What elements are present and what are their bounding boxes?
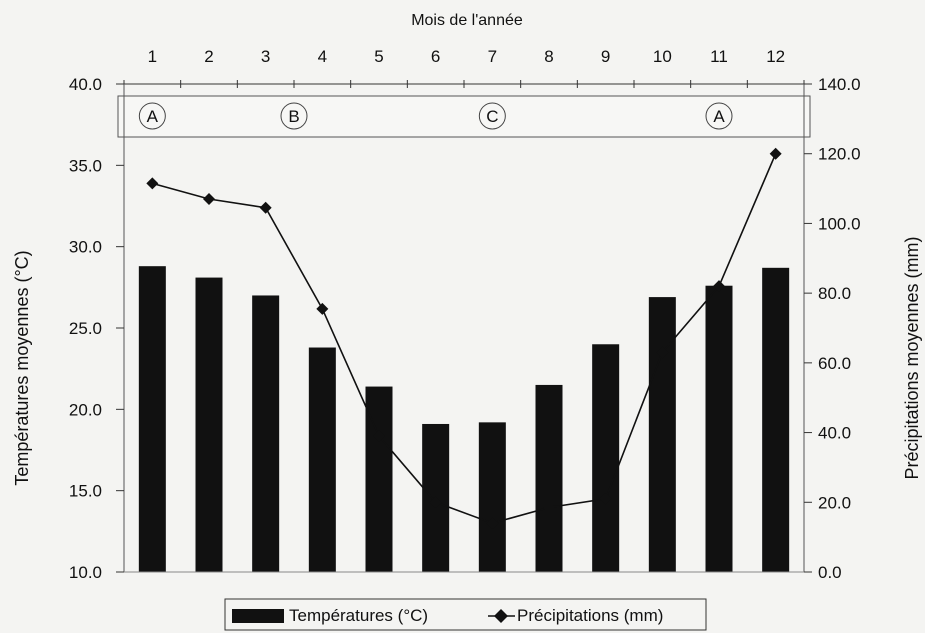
right-tick-label: 60.0 bbox=[818, 354, 851, 373]
precipitation-series-line bbox=[152, 153, 777, 525]
month-tick-label: 3 bbox=[261, 47, 270, 66]
precipitation-line bbox=[146, 147, 782, 530]
legend-label-precipitations: Précipitations (mm) bbox=[517, 606, 663, 625]
month-tick-label: 10 bbox=[653, 47, 672, 66]
temperature-bar bbox=[592, 344, 620, 572]
season-marker-label: A bbox=[147, 107, 159, 126]
precipitation-point bbox=[146, 177, 159, 190]
temperature-bar bbox=[308, 347, 336, 572]
left-tick-label: 40.0 bbox=[69, 75, 102, 94]
left-axis-title: Températures moyennes (°C) bbox=[12, 250, 32, 485]
precipitation-point bbox=[373, 430, 385, 443]
temperature-bar bbox=[705, 285, 733, 572]
left-tick-label: 30.0 bbox=[69, 238, 102, 257]
precipitation-point bbox=[543, 501, 555, 514]
right-tick-label: 140.0 bbox=[818, 75, 861, 94]
top-axis-title: Mois de l'année bbox=[411, 12, 523, 29]
plot-frame bbox=[123, 83, 805, 573]
season-marker-circle bbox=[138, 102, 166, 130]
right-axis-title: Précipitations moyennes (mm) bbox=[902, 236, 922, 479]
right-tick-label: 100.0 bbox=[818, 214, 861, 233]
season-band-box bbox=[117, 95, 811, 138]
precipitation-point bbox=[259, 201, 272, 214]
legend: Températures (°C) Précipitations (mm) bbox=[224, 598, 707, 631]
left-tick-label: 15.0 bbox=[69, 482, 102, 501]
temperature-bar bbox=[762, 267, 790, 572]
precipitation-point bbox=[203, 193, 215, 206]
precipitation-point bbox=[429, 496, 442, 509]
season-marker-label: A bbox=[713, 107, 725, 126]
precipitation-point bbox=[769, 147, 782, 160]
temperature-bar bbox=[252, 295, 280, 572]
month-tick-label: 5 bbox=[374, 47, 383, 66]
plot-area-frame bbox=[123, 83, 805, 573]
axes: 1 2 3 4 5 6 7 8 9 10 11 1210.015.020.025.030.035.04… bbox=[69, 47, 861, 582]
right-tick-label: 120.0 bbox=[818, 145, 861, 164]
right-tick-label: 0.0 bbox=[818, 563, 842, 582]
season-marker-circle bbox=[478, 102, 506, 130]
month-tick-label: 4 bbox=[318, 47, 327, 66]
month-tick-label: 11 bbox=[710, 47, 728, 66]
right-tick-label: 40.0 bbox=[818, 424, 851, 443]
season-marker-label: B bbox=[288, 107, 299, 126]
left-tick-label: 35.0 bbox=[69, 156, 102, 175]
season-marker-circle bbox=[280, 102, 308, 130]
temperature-bars bbox=[138, 266, 790, 572]
season-marker-circle bbox=[705, 102, 733, 130]
temperature-bar bbox=[195, 277, 223, 572]
month-tick-label: 8 bbox=[544, 47, 553, 66]
precipitation-point bbox=[316, 302, 329, 315]
month-tick-label: 7 bbox=[488, 47, 497, 66]
season-marker-label: C bbox=[486, 107, 498, 126]
right-tick-label: 80.0 bbox=[818, 284, 851, 303]
legend-diamond-icon bbox=[494, 609, 508, 623]
temperature-bar bbox=[535, 384, 563, 572]
precipitation-point bbox=[656, 346, 669, 359]
left-tick-label: 20.0 bbox=[69, 400, 102, 419]
right-tick-label: 20.0 bbox=[818, 493, 851, 512]
temperature-bar bbox=[648, 297, 676, 572]
month-tick-label: 12 bbox=[766, 47, 785, 66]
legend-bar-swatch bbox=[232, 609, 284, 623]
month-tick-label: 2 bbox=[204, 47, 213, 66]
left-tick-label: 25.0 bbox=[69, 319, 102, 338]
temperature-bar bbox=[138, 266, 166, 572]
month-tick-label: 9 bbox=[601, 47, 610, 66]
month-tick-label: 6 bbox=[431, 47, 440, 66]
precipitation-point bbox=[713, 280, 725, 293]
left-tick-label: 10.0 bbox=[69, 563, 102, 582]
axis-titles: Mois de l'année Températures moyennes (°… bbox=[12, 12, 922, 486]
temperature-bar bbox=[478, 422, 506, 572]
legend-label-temperatures: Températures (°C) bbox=[289, 606, 428, 625]
legend-box bbox=[224, 598, 707, 631]
month-tick-label: 1 bbox=[148, 47, 157, 66]
precipitation-point bbox=[486, 517, 499, 530]
precipitation-point bbox=[599, 492, 612, 505]
